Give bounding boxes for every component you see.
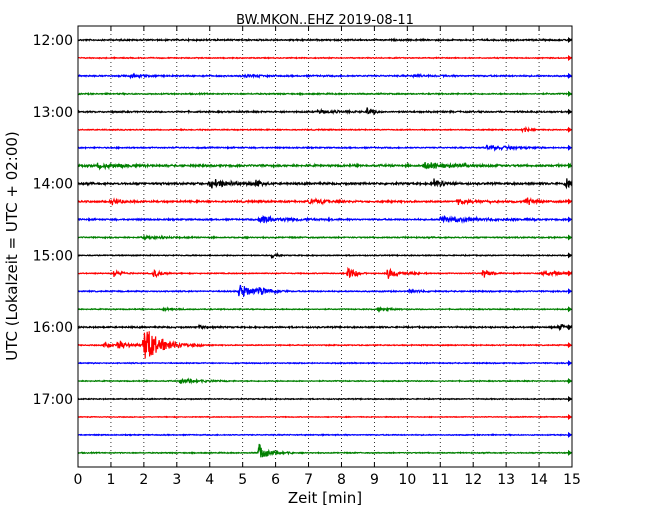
x-tick-label: 9 <box>370 472 379 488</box>
seismogram-trace <box>77 377 573 385</box>
seismogram-trace <box>77 214 573 224</box>
seismogram-trace <box>77 125 573 134</box>
seismogram-traces <box>77 37 573 458</box>
seismogram-trace <box>77 306 573 313</box>
seismogram-trace <box>77 91 573 97</box>
x-tick-label: 13 <box>497 472 515 488</box>
chart-title: BW.MKON..EHZ 2019-08-11 <box>236 13 414 28</box>
y-axis-ticks: 12:00 13:00 14:00 15:00 16:00 17:00 <box>33 33 572 408</box>
trace-end-marker <box>568 126 572 133</box>
x-tick-label: 0 <box>74 472 83 488</box>
seismogram-trace <box>77 331 573 359</box>
seismogram-trace <box>77 284 573 298</box>
y-tick-label: 17:00 <box>33 392 73 408</box>
seismogram-trace <box>77 443 573 458</box>
y-axis-label: UTC (Lokalzeit = UTC + 02:00) <box>3 131 21 361</box>
trace-end-marker <box>568 270 572 277</box>
seismogram-trace <box>77 72 573 80</box>
y-tick-label: 16:00 <box>33 320 73 336</box>
vertical-gridlines <box>110 26 540 467</box>
seismogram-trace <box>77 161 573 171</box>
x-tick-label: 7 <box>304 472 313 488</box>
trace-end-marker <box>568 162 572 169</box>
plot-frame <box>77 25 573 468</box>
x-axis-label: Zeit [min] <box>288 489 362 507</box>
x-tick-label: 8 <box>337 472 346 488</box>
y-tick-label: 13:00 <box>33 105 73 121</box>
y-tick-label: 15:00 <box>33 248 73 264</box>
x-tick-label: 12 <box>464 472 482 488</box>
seismogram-trace <box>77 107 573 116</box>
seismogram-trace <box>77 251 573 259</box>
x-tick-label: 5 <box>238 472 247 488</box>
trace-end-marker <box>568 431 572 438</box>
trace-end-marker <box>568 413 572 420</box>
trace-end-marker <box>568 72 572 79</box>
x-axis-ticks: 0 1 2 3 4 5 6 7 8 9 10 11 12 13 14 15 <box>74 26 581 488</box>
y-tick-label: 12:00 <box>33 33 73 49</box>
trace-end-marker <box>568 306 572 313</box>
x-tick-label: 14 <box>530 472 548 488</box>
seismogram-trace <box>77 234 573 241</box>
seismogram-trace <box>77 397 573 401</box>
trace-end-marker <box>568 378 572 385</box>
seismogram-trace <box>77 415 573 419</box>
seismogram-trace <box>77 178 573 190</box>
x-tick-label: 10 <box>398 472 416 488</box>
x-tick-label: 15 <box>563 472 581 488</box>
y-tick-label: 14:00 <box>33 177 73 193</box>
trace-end-marker <box>568 54 572 61</box>
x-tick-label: 3 <box>172 472 181 488</box>
trace-end-marker <box>568 198 572 205</box>
trace-end-marker <box>568 342 572 349</box>
trace-end-marker <box>568 144 572 151</box>
x-tick-label: 2 <box>139 472 148 488</box>
trace-end-marker <box>568 449 572 456</box>
seismogram-trace <box>78 266 573 279</box>
seismogram-trace <box>77 323 573 332</box>
trace-end-marker <box>568 216 572 223</box>
x-tick-label: 4 <box>205 472 214 488</box>
trace-end-marker <box>568 360 572 367</box>
x-tick-label: 11 <box>431 472 449 488</box>
trace-end-marker <box>568 234 572 241</box>
x-tick-label: 1 <box>106 472 115 488</box>
x-tick-label: 6 <box>271 472 280 488</box>
seismogram-trace <box>77 197 573 206</box>
seismogram-trace <box>77 56 573 60</box>
trace-end-marker <box>568 90 572 97</box>
seismogram-trace <box>77 433 573 437</box>
trace-end-marker <box>568 288 572 295</box>
seismogram-trace <box>77 37 573 43</box>
seismogram-trace <box>77 143 573 152</box>
seismogram-trace <box>77 361 573 366</box>
